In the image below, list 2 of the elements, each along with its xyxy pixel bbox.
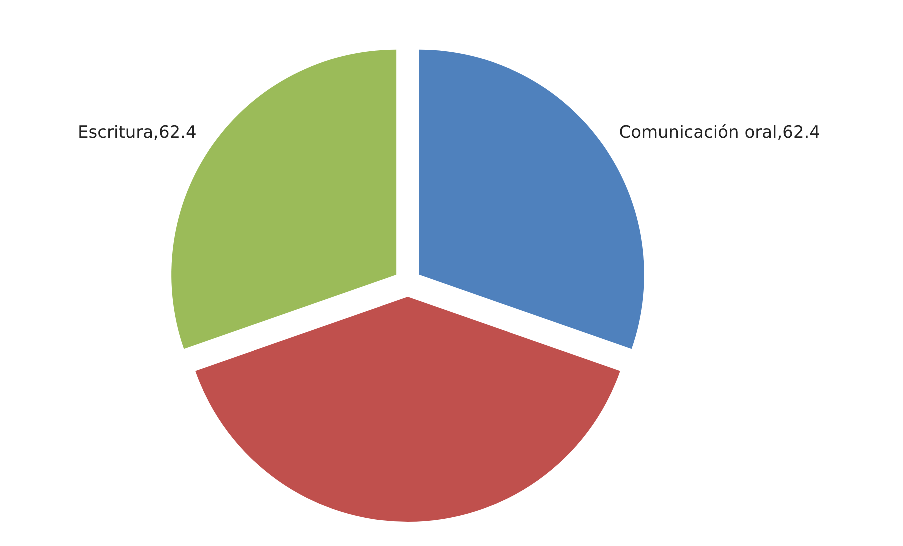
slice-label: Escritura,62.4 (78, 123, 197, 144)
slice-label: Comunicación oral,62.4 (619, 123, 821, 144)
